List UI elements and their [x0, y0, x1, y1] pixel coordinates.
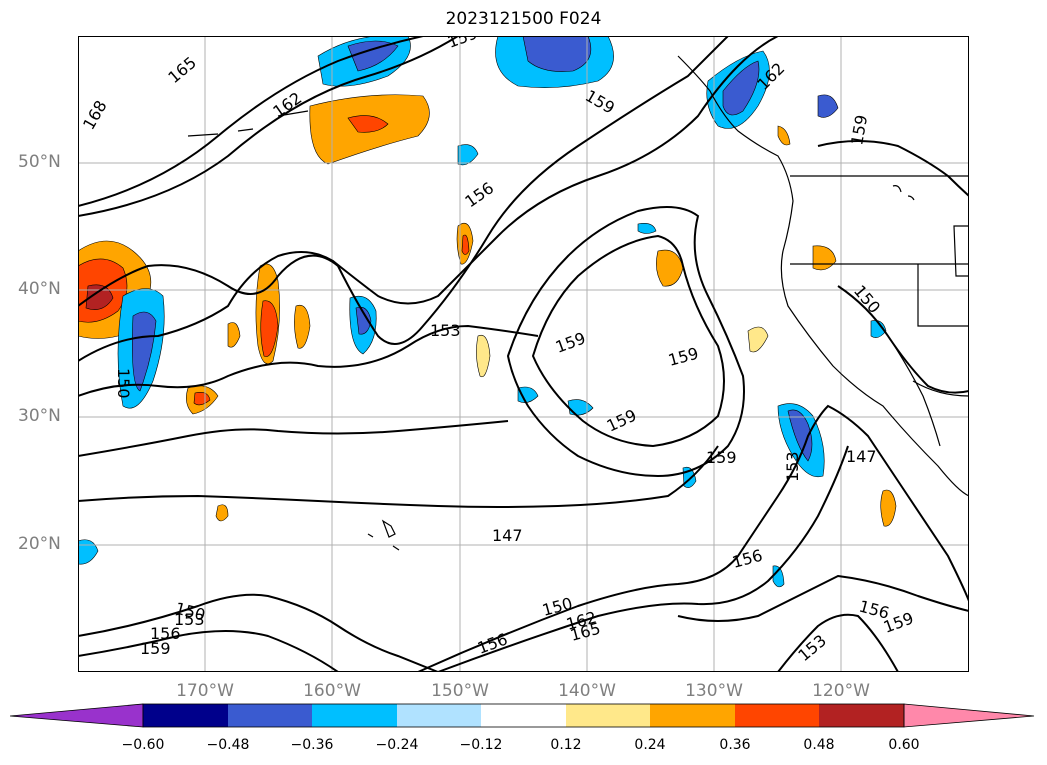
contour-label: 159 [604, 405, 640, 435]
colorbar-segment [650, 704, 735, 727]
map-border [78, 36, 969, 672]
colorbar-segment [228, 704, 312, 727]
map-panel: 165 168 162 159 156 153 150 147 159 162 … [78, 36, 969, 672]
lon-tick: 120°W [812, 681, 870, 701]
colorbar-segment [819, 704, 904, 727]
lon-tick: 160°W [303, 681, 361, 701]
height-contours [78, 36, 969, 672]
contour-label: 147 [492, 526, 523, 545]
map-svg: 165 168 162 159 156 153 150 147 159 162 … [78, 36, 969, 672]
coastlines [187, 55, 969, 551]
contour-label: 159 [706, 448, 737, 467]
colorbar-outline [142, 703, 905, 728]
colorbar-segment [903, 703, 1035, 728]
lon-tick: 130°W [685, 681, 743, 701]
lat-tick: 30°N [18, 406, 61, 426]
colorbar-tick: 0.24 [634, 737, 666, 753]
colorbar-tick: 0.36 [719, 737, 751, 753]
contour-label: 168 [79, 97, 111, 133]
anomaly-shading [78, 94, 897, 527]
anomaly-shading-cold [78, 36, 887, 588]
contour-label: 150 [850, 281, 884, 317]
contour-label: 153 [430, 321, 461, 340]
contour-label: 159 [140, 639, 171, 658]
colorbar-tick: −0.12 [459, 737, 503, 753]
graticule [78, 36, 969, 672]
colorbar-tick: −0.24 [375, 737, 419, 753]
contour-label: 165 [164, 53, 200, 87]
colorbar-tick: −0.48 [206, 737, 250, 753]
contour-label: 153 [783, 451, 802, 482]
contour-label: 156 [475, 629, 510, 657]
lon-tick: 170°W [176, 681, 234, 701]
contour-labels: 165 168 162 159 156 153 150 147 159 162 … [79, 36, 916, 665]
contour-label: 156 [461, 178, 497, 211]
lon-tick: 150°W [431, 681, 489, 701]
colorbar-tick: 0.12 [550, 737, 582, 753]
colorbar-segment [735, 704, 819, 727]
colorbar [10, 703, 1035, 728]
lat-tick: 20°N [18, 534, 61, 554]
colorbar-tick: 0.48 [803, 737, 835, 753]
colorbar-tick: 0.60 [888, 737, 920, 753]
colorbar-segment [143, 704, 228, 727]
contour-label: 150 [114, 368, 133, 399]
contour-label: 159 [666, 344, 700, 370]
contour-label: 147 [846, 447, 877, 466]
lat-tick: 50°N [18, 152, 61, 172]
colorbar-segment [397, 704, 481, 727]
contour-label: 156 [730, 546, 764, 572]
lat-tick: 40°N [18, 279, 61, 299]
contour-label: 159 [445, 36, 480, 52]
colorbar-segment [566, 704, 650, 727]
contour-label: 156 [150, 624, 181, 643]
colorbar-tick: −0.60 [121, 737, 165, 753]
lon-tick: 140°W [558, 681, 616, 701]
contour-label: 159 [553, 328, 588, 356]
colorbar-segment [312, 704, 397, 727]
contour-label: 153 [794, 631, 830, 665]
contour-label: 153 [174, 610, 205, 629]
colorbar-tick: −0.36 [290, 737, 334, 753]
chart-title: 2023121500 F024 [445, 9, 602, 29]
colorbar-segment [481, 704, 566, 727]
colorbar-segment [10, 703, 144, 728]
